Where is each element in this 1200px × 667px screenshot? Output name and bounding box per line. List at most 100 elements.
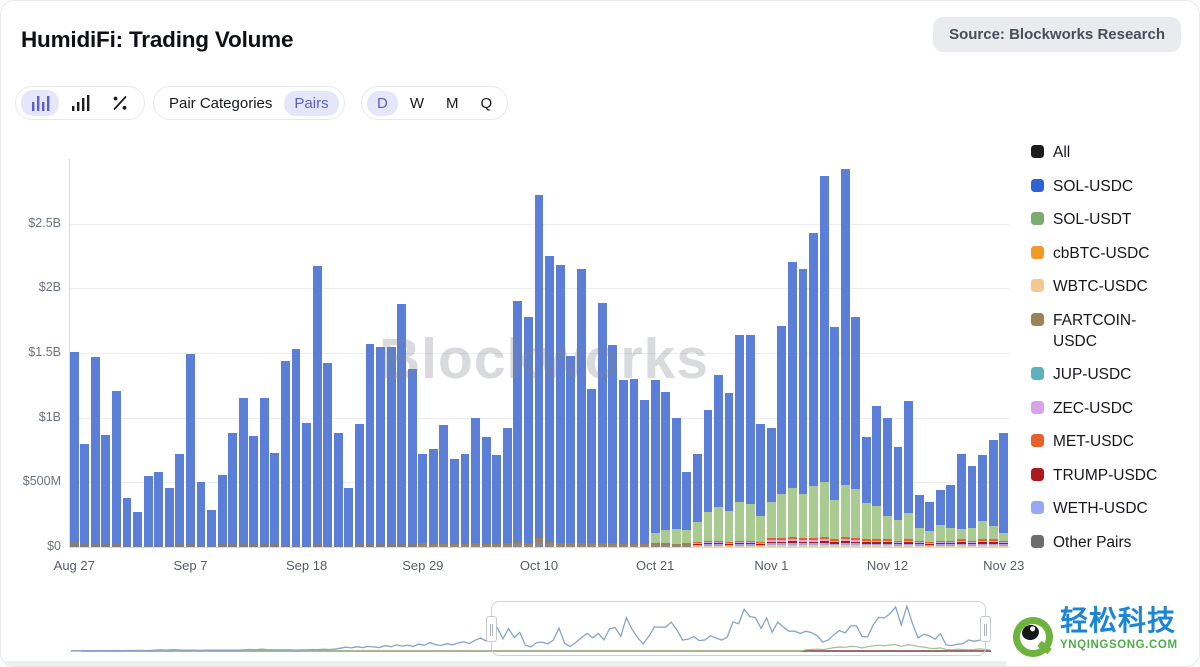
volume-bar[interactable] [999,433,1009,547]
legend-item[interactable]: SOL-USDC [1031,176,1199,197]
volume-bar[interactable] [946,484,956,547]
volume-bar[interactable] [661,391,671,547]
volume-bar[interactable] [523,316,533,547]
pairs-button[interactable]: Pairs [284,90,339,116]
period-button-quarterly[interactable]: Q [471,91,503,116]
volume-bar[interactable] [291,349,301,547]
volume-bar[interactable] [914,495,924,547]
volume-bar[interactable] [956,453,966,547]
volume-bar[interactable] [90,356,100,547]
volume-bar[interactable] [259,398,269,547]
volume-bar[interactable] [714,375,723,547]
volume-bar[interactable] [745,334,755,547]
stacked-bar-chart-icon-button[interactable] [21,90,59,116]
volume-bar[interactable] [228,433,238,547]
volume-bar[interactable] [249,435,259,547]
volume-bar[interactable] [333,433,343,547]
volume-bar[interactable] [555,265,565,547]
volume-bar[interactable] [365,343,375,547]
range-navigator[interactable] [71,601,992,657]
volume-bar[interactable] [175,453,185,547]
volume-bar[interactable] [312,266,322,547]
volume-bar[interactable] [893,447,903,547]
volume-bar[interactable] [904,400,914,547]
volume-bar[interactable] [840,169,850,547]
volume-bar[interactable] [154,472,164,547]
volume-bar[interactable] [819,175,829,547]
volume-bar[interactable] [418,453,428,547]
main-bar-chart[interactable] [69,159,1009,547]
period-button-weekly[interactable]: W [400,91,434,116]
volume-bar[interactable] [587,389,597,547]
volume-bar[interactable] [386,346,396,547]
volume-bar[interactable] [450,459,459,547]
volume-bar[interactable] [608,345,618,547]
legend-item[interactable]: TRUMP-USDC [1031,465,1199,486]
volume-bar[interactable] [344,487,354,547]
volume-bar[interactable] [788,262,797,547]
volume-bar[interactable] [534,195,544,547]
volume-bar[interactable] [376,346,385,547]
volume-bar[interactable] [133,512,143,547]
volume-bar[interactable] [164,487,174,547]
volume-bar[interactable] [671,417,681,547]
legend-item[interactable]: WBTC-USDC [1031,276,1199,297]
volume-bar[interactable] [809,232,818,547]
volume-bar[interactable] [830,327,840,547]
volume-bar[interactable] [619,380,628,547]
volume-bar[interactable] [196,482,206,547]
volume-bar[interactable] [883,417,892,547]
volume-bar[interactable] [766,428,776,547]
volume-bar[interactable] [513,301,523,547]
pair-categories-button[interactable]: Pair Categories [159,91,282,116]
volume-bar[interactable] [861,437,871,547]
period-button-monthly[interactable]: M [436,91,469,116]
volume-bar[interactable] [566,355,576,547]
volume-bar[interactable] [428,448,438,547]
volume-bar[interactable] [270,452,280,547]
volume-bar[interactable] [545,256,554,547]
legend-item[interactable]: Other Pairs [1031,532,1199,553]
percent-view-icon-button[interactable] [101,90,139,116]
volume-bar[interactable] [397,303,407,547]
volume-bar[interactable] [724,393,734,547]
volume-bar[interactable] [988,439,998,547]
legend-item[interactable]: FARTCOIN-USDC [1031,310,1199,352]
volume-bar[interactable] [735,334,745,547]
volume-bar[interactable] [935,490,945,547]
volume-bar[interactable] [967,465,977,547]
volume-bar[interactable] [640,399,649,547]
brush-handle-left[interactable] [486,615,497,642]
volume-bar[interactable] [650,380,660,547]
brush-handle-right[interactable] [980,615,991,642]
legend-item[interactable]: ZEC-USDC [1031,398,1199,419]
volume-bar[interactable] [407,368,417,547]
volume-bar[interactable] [471,417,480,547]
volume-bar[interactable] [323,363,333,547]
volume-bar[interactable] [682,472,692,547]
volume-bar[interactable] [798,268,808,547]
volume-bar[interactable] [978,455,987,547]
volume-bar[interactable] [756,424,766,547]
legend-item[interactable]: MET-USDC [1031,431,1199,452]
volume-bar[interactable] [354,424,364,547]
ascending-bar-chart-icon-button[interactable] [61,90,99,116]
volume-bar[interactable] [439,425,449,547]
volume-bar[interactable] [629,378,639,547]
volume-bar[interactable] [692,453,702,547]
volume-bar[interactable] [872,406,882,547]
volume-bar[interactable] [925,501,935,547]
volume-bar[interactable] [207,509,216,547]
legend-item[interactable]: WETH-USDC [1031,498,1199,519]
navigator-brush-window[interactable] [486,601,991,656]
volume-bar[interactable] [481,437,491,547]
volume-bar[interactable] [492,455,502,547]
volume-bar[interactable] [281,360,290,547]
volume-bar[interactable] [238,398,248,547]
volume-bar[interactable] [80,443,90,547]
volume-bar[interactable] [502,428,512,547]
volume-bar[interactable] [777,325,787,547]
volume-bar[interactable] [703,409,713,547]
volume-bar[interactable] [302,422,312,547]
volume-bar[interactable] [460,453,470,547]
